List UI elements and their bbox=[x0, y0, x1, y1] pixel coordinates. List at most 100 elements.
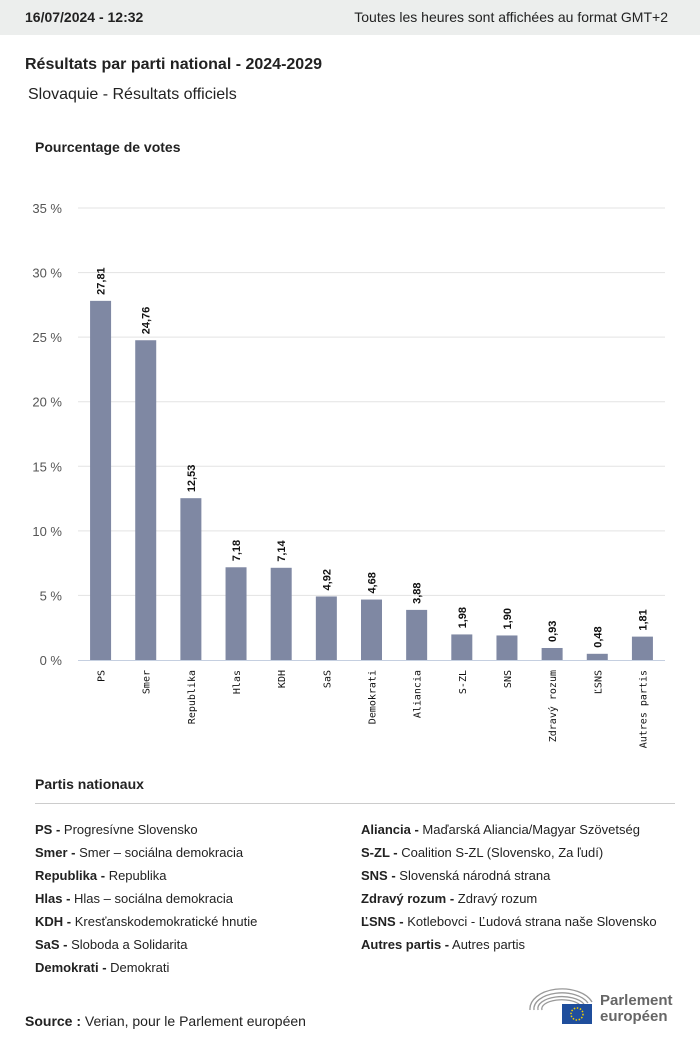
bar-KDH bbox=[270, 567, 292, 660]
legend-item: Demokrati - Demokrati bbox=[35, 960, 169, 975]
bar-Zdravý rozum bbox=[541, 647, 563, 660]
party-name: Zdravý rozum bbox=[454, 891, 538, 906]
data-label: 1,90 bbox=[502, 608, 514, 629]
party-abbr: Demokrati - bbox=[35, 960, 107, 975]
data-label: 0,48 bbox=[592, 626, 604, 647]
source-label: Source : bbox=[25, 1013, 82, 1029]
logo-text-2: européen bbox=[600, 1008, 668, 1025]
y-tick-label: 35 % bbox=[32, 201, 62, 216]
data-label: 1,98 bbox=[457, 607, 469, 628]
bar-Aliancia bbox=[406, 609, 428, 660]
party-name: Autres partis bbox=[449, 937, 526, 952]
parliament-logo: Parlement européen bbox=[528, 988, 678, 1028]
hemicycle-icon bbox=[529, 988, 593, 1024]
source-text: Verian, pour le Parlement européen bbox=[81, 1013, 306, 1029]
legend-item: Hlas - Hlas – sociálna demokracia bbox=[35, 891, 233, 906]
legend-item: KDH - Kresťanskodemokratické hnutie bbox=[35, 914, 257, 929]
data-label: 7,18 bbox=[231, 540, 243, 561]
x-tick-label: S-ZL bbox=[458, 670, 469, 694]
y-axis-label: Pourcentage de votes bbox=[35, 139, 181, 155]
legend-item: SaS - Sloboda a Solidarita bbox=[35, 937, 188, 952]
data-label: 3,88 bbox=[412, 582, 424, 603]
data-label: 7,14 bbox=[276, 540, 288, 562]
bar-chart: 0 % 5 % 10 % 15 % 20 % 25 % 30 % 35 % 27,81 PS 24,… bbox=[32, 201, 665, 748]
legend-item: Autres partis - Autres partis bbox=[361, 937, 525, 952]
bar-ĽSNS bbox=[586, 653, 608, 660]
x-tick-label: Zdravý rozum bbox=[547, 670, 559, 742]
party-name: Smer – sociálna demokracia bbox=[75, 845, 244, 860]
legend-item: Zdravý rozum - Zdravý rozum bbox=[361, 891, 537, 906]
party-abbr: Republika - bbox=[35, 868, 106, 883]
logo-text-1: Parlement bbox=[600, 992, 673, 1009]
bar-Smer bbox=[135, 340, 157, 660]
x-tick-label: SaS bbox=[322, 670, 333, 688]
party-name: Kotlebovci - Ľudová strana naše Slovensk… bbox=[403, 914, 657, 929]
party-name: Slovenská národná strana bbox=[395, 868, 551, 883]
bar-SaS bbox=[315, 596, 337, 660]
legend-item: SNS - Slovenská národná strana bbox=[361, 868, 550, 883]
timezone-note: Toutes les heures sont affichées au form… bbox=[354, 9, 668, 25]
legend-item: Smer - Smer – sociálna demokracia bbox=[35, 845, 243, 860]
y-tick-label: 10 % bbox=[32, 524, 62, 539]
legend-item: Republika - Republika bbox=[35, 868, 167, 883]
x-tick-label: KDH bbox=[277, 670, 288, 688]
party-abbr: Aliancia - bbox=[361, 822, 419, 837]
x-tick-label: Autres partis bbox=[638, 670, 649, 748]
party-name: Sloboda a Solidarita bbox=[67, 937, 188, 952]
x-tick-label: Smer bbox=[142, 670, 153, 694]
y-tick-label: 5 % bbox=[40, 588, 63, 603]
data-label: 4,92 bbox=[321, 569, 333, 590]
party-abbr: SaS - bbox=[35, 937, 68, 952]
party-name: Demokrati bbox=[106, 960, 170, 975]
party-abbr: SNS - bbox=[361, 868, 396, 883]
x-tick-label: PS bbox=[97, 670, 108, 682]
party-name: Republika bbox=[105, 868, 167, 883]
top-bar: 16/07/2024 - 12:32 Toutes les heures son… bbox=[0, 0, 700, 35]
party-abbr: KDH - bbox=[35, 914, 72, 929]
data-label: 12,53 bbox=[186, 465, 198, 493]
party-abbr: Hlas - bbox=[35, 891, 71, 906]
data-label: 0,93 bbox=[547, 621, 559, 642]
data-label: 27,81 bbox=[96, 267, 108, 295]
party-name: Hlas – sociálna demokracia bbox=[70, 891, 233, 906]
bar-Demokrati bbox=[361, 599, 382, 660]
bar-Autres partis bbox=[631, 636, 653, 660]
x-tick-label: Hlas bbox=[232, 670, 243, 694]
party-abbr: ĽSNS - bbox=[361, 914, 404, 929]
timestamp: 16/07/2024 - 12:32 bbox=[25, 9, 144, 25]
x-tick-label: Demokrati bbox=[368, 670, 379, 724]
legend-divider bbox=[35, 803, 675, 804]
party-abbr: S-ZL - bbox=[361, 845, 398, 860]
party-name: Progresívne Slovensko bbox=[60, 822, 198, 837]
y-tick-label: 0 % bbox=[40, 653, 63, 668]
party-abbr: PS - bbox=[35, 822, 61, 837]
party-abbr: Autres partis - bbox=[361, 937, 450, 952]
data-label: 1,81 bbox=[637, 609, 649, 630]
legend-item: ĽSNS - Kotlebovci - Ľudová strana naše S… bbox=[361, 914, 657, 929]
page-subtitle: Slovaquie - Résultats officiels bbox=[28, 86, 237, 103]
party-abbr: Zdravý rozum - bbox=[361, 891, 455, 906]
legend-item: PS - Progresívne Slovensko bbox=[35, 822, 198, 837]
x-tick-label: Aliancia bbox=[413, 670, 424, 718]
data-label: 4,68 bbox=[367, 572, 379, 593]
party-name: Kresťanskodemokratické hnutie bbox=[71, 914, 258, 929]
bar-Republika bbox=[180, 498, 202, 660]
x-tick-label: ĽSNS bbox=[593, 670, 604, 694]
data-label: 24,76 bbox=[141, 307, 153, 335]
party-abbr: Smer - bbox=[35, 845, 76, 860]
party-name: Coalition S-ZL (Slovensko, Za ľudí) bbox=[397, 845, 604, 860]
bar-PS bbox=[90, 300, 112, 660]
y-tick-label: 15 % bbox=[32, 459, 62, 474]
party-name: Maďarská Aliancia/Magyar Szövetség bbox=[418, 822, 640, 837]
bar-Hlas bbox=[225, 567, 247, 660]
y-tick-label: 25 % bbox=[32, 330, 62, 345]
bar-SNS bbox=[496, 635, 518, 660]
y-tick-label: 20 % bbox=[32, 395, 62, 410]
legend-item: Aliancia - Maďarská Aliancia/Magyar Szöv… bbox=[361, 822, 640, 837]
x-tick-label: Republika bbox=[187, 670, 198, 724]
legend-item: S-ZL - Coalition S-ZL (Slovensko, Za ľud… bbox=[361, 845, 603, 860]
bar-S-ZL bbox=[451, 634, 473, 660]
y-tick-label: 30 % bbox=[32, 266, 62, 281]
page-title: Résultats par parti national - 2024-2029 bbox=[25, 56, 322, 73]
legend-title: Partis nationaux bbox=[35, 776, 144, 792]
